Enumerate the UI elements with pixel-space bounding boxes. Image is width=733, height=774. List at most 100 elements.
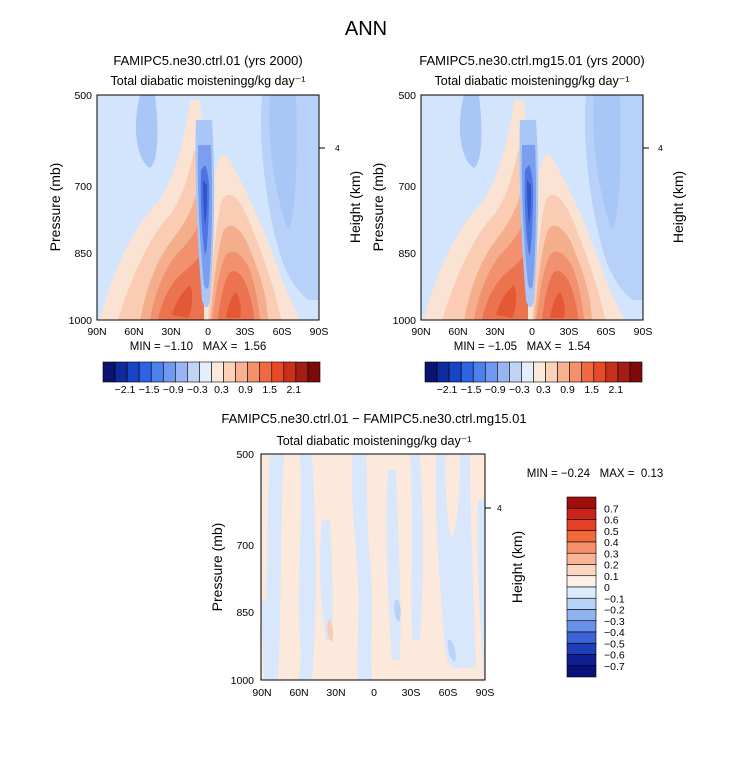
x-tick-label: 30S xyxy=(236,326,255,338)
x-tick-label: 90N xyxy=(87,326,106,338)
min-max-stats: MIN = −0.24 MAX = 0.13 xyxy=(527,468,664,480)
panel-title: FAMIPC5.ne30.ctrl.mg15.01 (yrs 2000) xyxy=(419,53,644,68)
colorbar-swatch xyxy=(566,586,597,599)
colorbar-swatch xyxy=(617,361,631,383)
plot-frame xyxy=(420,94,644,321)
x-tick-label: 30N xyxy=(485,326,504,338)
colorbar-label: −0.3 xyxy=(604,616,625,628)
colorbar-swatch xyxy=(424,361,438,383)
upper-blue-region xyxy=(135,95,319,300)
plot-frame xyxy=(260,453,486,681)
colorbar-label: 0.9 xyxy=(238,384,253,396)
x-tick-label: 60N xyxy=(289,687,308,699)
colorbar-label: 2.1 xyxy=(287,384,302,396)
colorbar-label: 0.4 xyxy=(604,537,619,549)
colorbar-label: −2.1 xyxy=(437,384,458,396)
colorbar-swatch xyxy=(211,361,224,383)
colorbar-swatch xyxy=(436,361,450,383)
darker-negative-spots xyxy=(394,600,456,662)
y-ticks: 500 700 850 1000 xyxy=(231,449,255,687)
colorbar-swatch xyxy=(509,361,522,383)
x-tick-label: 0 xyxy=(205,326,211,338)
right-tick-label: 4 xyxy=(497,503,502,513)
colorbar-diff: 0.70.60.50.40.30.20.10−0.1−0.2−0.3−0.4−0… xyxy=(566,496,625,678)
x-ticks: 90N 60N 30N 0 30S 60S 90S xyxy=(411,326,652,338)
panel-mg15: FAMIPC5.ne30.ctrl.mg15.01 (yrs 2000) Tot… xyxy=(370,53,686,396)
right-axis-label: Height (km) xyxy=(670,171,686,243)
colorbar-swatch xyxy=(247,361,261,383)
sh-positive-region xyxy=(528,154,624,320)
colorbar-swatch xyxy=(566,631,597,644)
min-max-stats: MIN = −1.10 MAX = 1.56 xyxy=(130,341,267,353)
colorbar-swatch xyxy=(566,541,597,554)
colorbar-swatch xyxy=(566,597,597,610)
colorbar-label: −0.4 xyxy=(604,627,625,639)
colorbar-swatch xyxy=(162,361,176,383)
figure-title: ANN xyxy=(345,18,387,40)
colorbar-label: 1.5 xyxy=(262,384,277,396)
plot-frame xyxy=(96,94,320,321)
colorbar-swatch xyxy=(307,361,321,383)
x-tick-label: 0 xyxy=(529,326,535,338)
y-tick-label: 850 xyxy=(74,248,92,260)
y-ticks: 500 700 850 1000 xyxy=(69,90,93,327)
x-ticks: 90N 60N 30N 0 30S 60S 90S xyxy=(252,687,494,699)
colorbar-swatch xyxy=(472,361,486,383)
colorbar-swatch xyxy=(126,361,140,383)
colorbar-swatch xyxy=(566,507,597,520)
y-axis-label: Pressure (mb) xyxy=(47,163,63,252)
x-tick-label: 0 xyxy=(371,687,377,699)
colorbar-label: 0 xyxy=(604,582,610,594)
colorbar-swatch xyxy=(566,609,597,622)
colorbar-swatch xyxy=(271,361,285,383)
colorbar-label: 2.1 xyxy=(609,384,624,396)
colorbar-label: −0.6 xyxy=(604,650,625,662)
colorbar-label: −2.1 xyxy=(115,384,136,396)
colorbar-label: 0.9 xyxy=(560,384,575,396)
colorbar-label: 0.3 xyxy=(536,384,551,396)
right-axis-label: Height (km) xyxy=(509,531,525,603)
colorbar-main: −2.1 −1.5 −0.9 −0.3 0.3 0.9 1.5 2.1 xyxy=(424,361,643,396)
heatmap-field xyxy=(97,95,319,320)
sh-positive-region xyxy=(204,154,300,320)
colorbar-swatch xyxy=(566,496,597,509)
colorbar-swatch xyxy=(566,575,597,588)
colorbar-label: 0.7 xyxy=(604,503,619,515)
equatorial-blue-spike xyxy=(519,120,539,308)
x-tick-label: 90N xyxy=(252,687,271,699)
y-tick-label: 1000 xyxy=(69,315,93,327)
equatorial-blue-spike xyxy=(195,120,215,308)
y-tick-label: 700 xyxy=(398,181,416,193)
min-max-stats: MIN = −1.05 MAX = 1.54 xyxy=(454,341,591,353)
colorbar-swatch xyxy=(497,361,510,383)
colorbar-swatch xyxy=(150,361,164,383)
x-tick-label: 30N xyxy=(161,326,180,338)
colorbar-swatch xyxy=(138,361,152,383)
x-tick-label: 30N xyxy=(326,687,345,699)
colorbar-swatch xyxy=(605,361,619,383)
y-tick-label: 850 xyxy=(236,607,254,619)
colorbar-swatch xyxy=(259,361,273,383)
x-tick-label: 90S xyxy=(634,326,653,338)
colorbar-label: −0.9 xyxy=(163,384,184,396)
panel-subtitle: Total diabatic moisteningg/kg day⁻¹ xyxy=(277,434,472,448)
colorbar-swatch xyxy=(566,665,597,678)
panel-subtitle: Total diabatic moisteningg/kg day⁻¹ xyxy=(435,74,630,88)
colorbar-swatch xyxy=(593,361,607,383)
colorbar-swatch xyxy=(533,361,546,383)
nh-positive-region xyxy=(100,100,204,320)
colorbar-label: −1.5 xyxy=(461,384,482,396)
x-ticks: 90N 60N 30N 0 30S 60S 90S xyxy=(87,326,328,338)
colorbar-swatch xyxy=(566,620,597,633)
colorbar-swatch xyxy=(566,642,597,655)
colorbar-swatch xyxy=(460,361,474,383)
colorbar-label: −0.9 xyxy=(485,384,506,396)
panel-difference: FAMIPC5.ne30.ctrl.01 − FAMIPC5.ne30.ctrl… xyxy=(209,411,663,699)
negative-streaks xyxy=(261,454,485,680)
colorbar-swatch xyxy=(235,361,248,383)
x-tick-label: 90N xyxy=(411,326,430,338)
y-axis-label: Pressure (mb) xyxy=(370,163,386,252)
colorbar-swatch xyxy=(545,361,558,383)
x-tick-label: 60N xyxy=(448,326,467,338)
